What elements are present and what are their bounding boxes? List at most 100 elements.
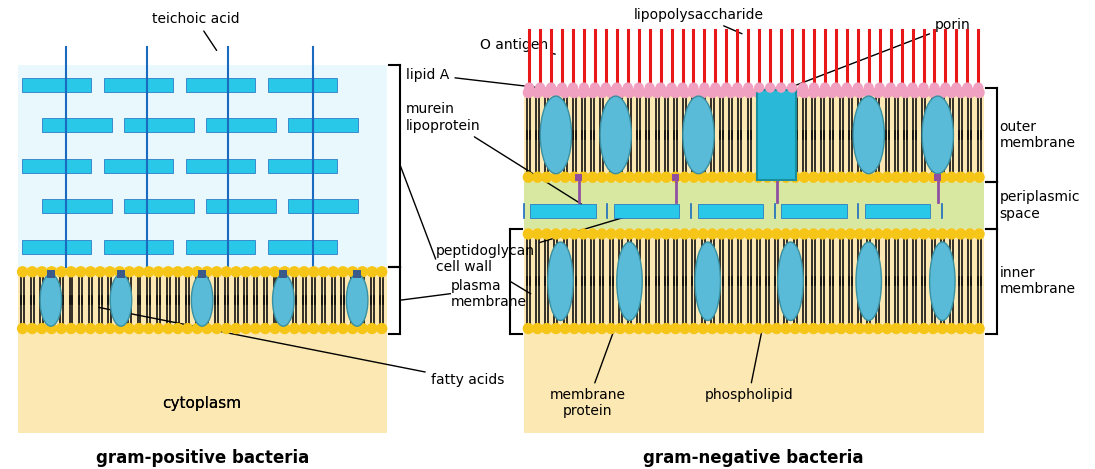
Circle shape bbox=[76, 324, 85, 333]
Circle shape bbox=[886, 83, 895, 92]
Circle shape bbox=[854, 88, 864, 98]
Circle shape bbox=[689, 83, 698, 92]
Circle shape bbox=[753, 229, 763, 239]
Circle shape bbox=[956, 324, 966, 333]
Circle shape bbox=[542, 88, 552, 98]
Circle shape bbox=[241, 267, 251, 277]
Circle shape bbox=[47, 324, 57, 333]
Circle shape bbox=[231, 324, 241, 333]
Bar bbox=[288, 199, 358, 213]
Bar bbox=[124, 199, 194, 213]
Circle shape bbox=[568, 83, 577, 92]
Circle shape bbox=[523, 172, 533, 182]
Circle shape bbox=[134, 267, 143, 277]
Circle shape bbox=[765, 83, 774, 92]
Circle shape bbox=[854, 324, 864, 333]
Text: cytoplasm: cytoplasm bbox=[162, 396, 242, 411]
Circle shape bbox=[798, 83, 807, 92]
Circle shape bbox=[956, 229, 966, 239]
Circle shape bbox=[597, 88, 607, 98]
Circle shape bbox=[726, 88, 736, 98]
Circle shape bbox=[27, 267, 37, 277]
Text: inner
membrane: inner membrane bbox=[1000, 266, 1075, 296]
Circle shape bbox=[791, 172, 800, 182]
Circle shape bbox=[699, 172, 708, 182]
Circle shape bbox=[781, 172, 791, 182]
Circle shape bbox=[569, 229, 579, 239]
Circle shape bbox=[643, 88, 653, 98]
Circle shape bbox=[328, 267, 338, 277]
Bar bbox=[124, 118, 194, 132]
Circle shape bbox=[707, 324, 717, 333]
Circle shape bbox=[551, 88, 561, 98]
Circle shape bbox=[808, 172, 818, 182]
Circle shape bbox=[956, 88, 966, 98]
Text: O antigen: O antigen bbox=[480, 38, 555, 54]
Circle shape bbox=[542, 229, 552, 239]
Circle shape bbox=[18, 324, 27, 333]
Circle shape bbox=[18, 267, 27, 277]
Circle shape bbox=[561, 324, 570, 333]
Circle shape bbox=[818, 324, 828, 333]
Circle shape bbox=[163, 324, 173, 333]
Circle shape bbox=[781, 324, 791, 333]
Circle shape bbox=[975, 229, 984, 239]
Text: cytoplasm: cytoplasm bbox=[162, 396, 242, 411]
Text: teichoic acid: teichoic acid bbox=[152, 12, 240, 51]
Circle shape bbox=[211, 324, 221, 333]
Ellipse shape bbox=[695, 242, 721, 320]
Circle shape bbox=[827, 229, 837, 239]
Circle shape bbox=[947, 324, 956, 333]
Circle shape bbox=[808, 229, 818, 239]
Circle shape bbox=[745, 229, 754, 239]
Circle shape bbox=[873, 172, 883, 182]
Circle shape bbox=[901, 88, 910, 98]
Bar bbox=[104, 240, 173, 254]
Circle shape bbox=[791, 88, 800, 98]
Circle shape bbox=[919, 324, 929, 333]
Circle shape bbox=[845, 229, 855, 239]
Ellipse shape bbox=[616, 242, 643, 320]
Circle shape bbox=[891, 324, 901, 333]
Text: gram-negative bacteria: gram-negative bacteria bbox=[644, 449, 864, 467]
Circle shape bbox=[947, 172, 956, 182]
Circle shape bbox=[745, 324, 754, 333]
Circle shape bbox=[791, 229, 800, 239]
Circle shape bbox=[153, 324, 163, 333]
Bar bbox=[104, 159, 173, 173]
Circle shape bbox=[153, 267, 163, 277]
Bar bbox=[43, 199, 112, 213]
Circle shape bbox=[542, 324, 552, 333]
Circle shape bbox=[251, 324, 261, 333]
Bar bbox=[43, 118, 112, 132]
Circle shape bbox=[348, 324, 358, 333]
Circle shape bbox=[653, 324, 662, 333]
Circle shape bbox=[772, 324, 782, 333]
Circle shape bbox=[588, 324, 598, 333]
Bar bbox=[865, 204, 931, 218]
Circle shape bbox=[827, 88, 837, 98]
Circle shape bbox=[689, 88, 699, 98]
Circle shape bbox=[716, 324, 726, 333]
Circle shape bbox=[615, 229, 625, 239]
Circle shape bbox=[699, 324, 708, 333]
Circle shape bbox=[612, 83, 621, 92]
Circle shape bbox=[569, 172, 579, 182]
Circle shape bbox=[670, 88, 680, 98]
Circle shape bbox=[837, 88, 846, 98]
Circle shape bbox=[66, 267, 76, 277]
Circle shape bbox=[744, 83, 752, 92]
Bar bbox=[47, 270, 55, 278]
Circle shape bbox=[762, 229, 772, 239]
Circle shape bbox=[624, 324, 634, 333]
Ellipse shape bbox=[777, 242, 804, 320]
Circle shape bbox=[753, 172, 763, 182]
Bar bbox=[523, 182, 983, 229]
Circle shape bbox=[897, 83, 906, 92]
Circle shape bbox=[937, 88, 947, 98]
Circle shape bbox=[808, 88, 818, 98]
Circle shape bbox=[270, 324, 280, 333]
Circle shape bbox=[634, 172, 644, 182]
Circle shape bbox=[947, 229, 956, 239]
Circle shape bbox=[735, 229, 745, 239]
